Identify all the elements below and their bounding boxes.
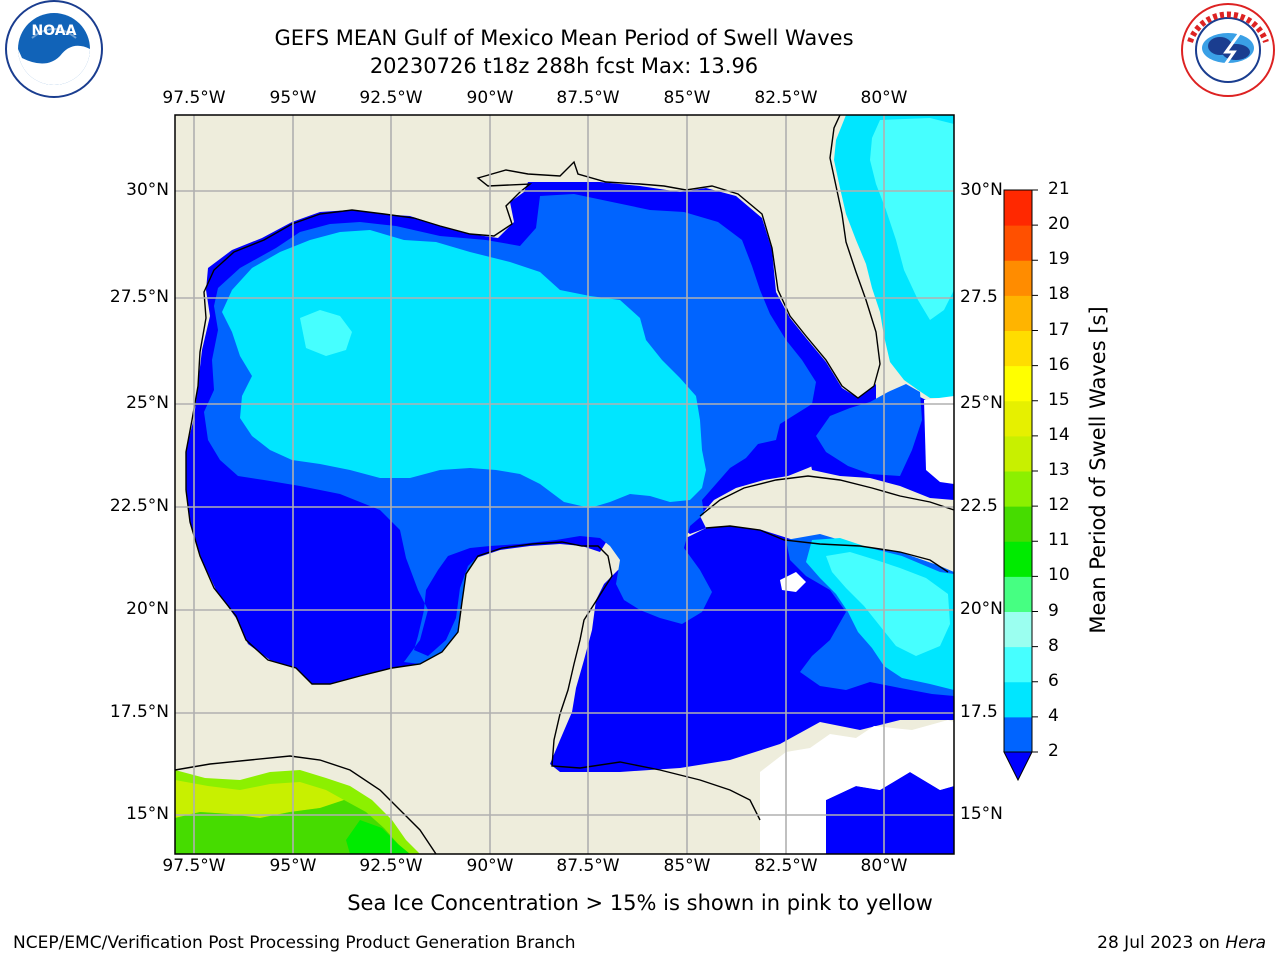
lat-label-right: 25°N	[960, 393, 1003, 413]
colorbar-segment	[1004, 295, 1032, 331]
colorbar-level-label: 18	[1048, 284, 1070, 305]
lon-label-top: 85°W	[663, 88, 711, 108]
colorbar-level-label: 2	[1048, 741, 1059, 761]
colorbar-level-label: 19	[1048, 249, 1070, 270]
lon-label-top: 95°W	[269, 88, 317, 108]
chart-title: GEFS MEAN Gulf of Mexico Mean Period of …	[274, 26, 854, 50]
colorbar-extend-under	[1003, 751, 1033, 782]
colorbar-segment	[1004, 541, 1032, 577]
footer-date-text: 28 Jul 2023 on	[1097, 933, 1226, 953]
sea-ice-note: Sea Ice Concentration > 15% is shown in …	[347, 891, 933, 915]
footer-date: 28 Jul 2023 on Hera	[1097, 933, 1266, 953]
chart-subtitle: 20230726 t18z 288h fcst Max: 13.96	[369, 54, 759, 78]
lon-label-top: 87.5°W	[556, 88, 620, 108]
lat-label-left: 17.5°N	[109, 702, 169, 722]
colorbar-level-label: 14	[1048, 424, 1070, 445]
colorbar	[1003, 189, 1038, 782]
lat-label-left: 15°N	[126, 804, 169, 824]
no-data-patch-florida	[924, 396, 954, 484]
coastlines	[175, 115, 954, 854]
colorbar-segment	[1004, 716, 1032, 753]
gulf-water-4to6	[222, 230, 706, 508]
colorbar-title: Mean Period of Swell Waves [s]	[1086, 306, 1110, 634]
colorbar-segment	[1004, 435, 1032, 472]
footer-machine: Hera	[1225, 933, 1266, 953]
lon-label-top: 80°W	[860, 88, 908, 108]
pacific-water-brightgreen	[346, 820, 410, 854]
lat-label-left: 30°N	[126, 180, 169, 200]
colorbar-segment	[1004, 611, 1032, 648]
map-frame	[174, 114, 955, 855]
colorbar-segment	[1004, 646, 1032, 683]
straits-water-2to4	[816, 384, 922, 476]
lon-label-bottom: 92.5°W	[359, 856, 423, 876]
lon-label-top: 97.5°W	[162, 88, 226, 108]
lon-label-top: 92.5°W	[359, 88, 423, 108]
lat-label-right: 27.5	[960, 287, 998, 307]
footer-branch: NCEP/EMC/Verification Post Processing Pr…	[13, 933, 576, 953]
noaa-logo: NOAA	[5, 0, 103, 98]
lon-label-bottom: 95°W	[269, 856, 317, 876]
colorbar-level-label: 11	[1048, 530, 1070, 551]
colorbar-segment	[1004, 471, 1032, 507]
colorbar-level-label: 21	[1048, 179, 1070, 199]
colorbar-segment	[1004, 576, 1032, 612]
lon-label-top: 82.5°W	[754, 88, 818, 108]
colorbar-segment	[1004, 365, 1032, 402]
lon-label-top: 90°W	[466, 88, 514, 108]
nws-logo	[1181, 3, 1275, 97]
atlantic-water-6to8	[870, 118, 954, 320]
colorbar-segment	[1004, 681, 1032, 718]
colorbar-level-label: 15	[1048, 389, 1070, 410]
lon-label-bottom: 90°W	[466, 856, 514, 876]
colorbar-level-label: 8	[1048, 635, 1059, 656]
colorbar-segment	[1004, 190, 1032, 226]
colorbar-level-label: 12	[1048, 495, 1070, 516]
no-data-patch-caribbean	[760, 720, 954, 854]
lat-label-right: 30°N	[960, 180, 1003, 200]
colorbar-level-label: 9	[1048, 600, 1059, 621]
colorbar-level-label: 17	[1048, 319, 1070, 340]
caribbean-water-6to8	[826, 552, 950, 656]
lat-label-left: 20°N	[126, 599, 169, 619]
lat-label-right: 17.5	[960, 702, 998, 722]
colorbar-segment	[1004, 260, 1032, 296]
colorbar-segment	[1004, 330, 1032, 367]
caribbean-south-deep	[826, 772, 954, 854]
lon-label-bottom: 80°W	[860, 856, 908, 876]
colorbar-level-label: 10	[1048, 565, 1070, 586]
colorbar-segment	[1004, 225, 1032, 261]
lon-label-bottom: 85°W	[663, 856, 711, 876]
noaa-logo-text: NOAA	[32, 23, 77, 39]
colorbar-segment	[1004, 400, 1032, 437]
pacific-water-yellowgreen	[175, 780, 344, 818]
gridlines	[175, 115, 954, 854]
lon-label-bottom: 82.5°W	[754, 856, 818, 876]
lat-label-left: 27.5°N	[109, 287, 169, 307]
lon-label-bottom: 87.5°W	[556, 856, 620, 876]
colorbar-level-label: 4	[1048, 705, 1059, 726]
lon-label-bottom: 97.5°W	[162, 856, 226, 876]
lat-label-right: 22.5	[960, 496, 998, 516]
colorbar-level-label: 13	[1048, 460, 1070, 480]
lat-label-right: 20°N	[960, 599, 1003, 619]
colorbar-segment	[1004, 506, 1032, 542]
colorbar-level-label: 16	[1048, 354, 1070, 375]
lat-label-left: 25°N	[126, 393, 169, 413]
gulf-water-6to8	[300, 310, 352, 356]
lat-label-right: 15°N	[960, 804, 1003, 824]
lat-label-left: 22.5°N	[109, 496, 169, 516]
colorbar-level-label: 6	[1048, 670, 1059, 691]
colorbar-level-label: 20	[1048, 214, 1070, 235]
